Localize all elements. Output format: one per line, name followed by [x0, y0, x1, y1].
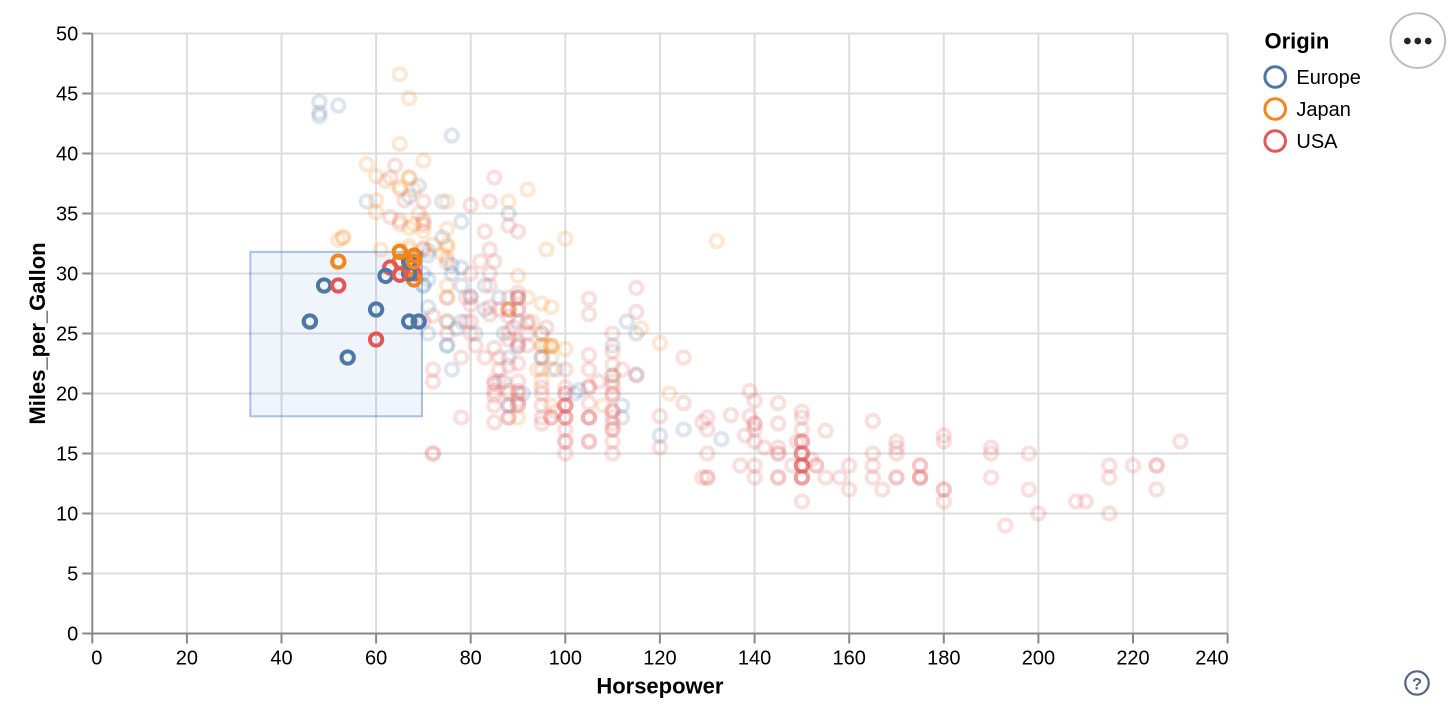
svg-text:160: 160 — [833, 647, 866, 669]
svg-text:45: 45 — [56, 84, 78, 106]
svg-text:20: 20 — [176, 647, 198, 669]
svg-text:35: 35 — [56, 204, 78, 226]
svg-text:Horsepower: Horsepower — [596, 674, 724, 699]
svg-text:25: 25 — [56, 324, 78, 346]
svg-text:60: 60 — [365, 647, 387, 669]
svg-text:Miles_per_Gallon: Miles_per_Gallon — [25, 242, 50, 424]
svg-text:100: 100 — [549, 647, 582, 669]
svg-text:40: 40 — [270, 647, 292, 669]
svg-text:15: 15 — [56, 444, 78, 466]
svg-text:240: 240 — [1195, 647, 1228, 669]
svg-text:20: 20 — [56, 384, 78, 406]
svg-text:USA: USA — [1296, 131, 1338, 153]
svg-text:0: 0 — [67, 624, 78, 646]
svg-text:5: 5 — [67, 564, 78, 586]
svg-text:40: 40 — [56, 144, 78, 166]
svg-text:0: 0 — [91, 647, 102, 669]
svg-text:?: ? — [1412, 676, 1422, 694]
svg-text:Europe: Europe — [1296, 67, 1361, 89]
svg-text:200: 200 — [1022, 647, 1055, 669]
svg-text:Origin: Origin — [1265, 29, 1330, 54]
svg-text:140: 140 — [738, 647, 771, 669]
svg-text:80: 80 — [460, 647, 482, 669]
svg-text:50: 50 — [56, 24, 78, 46]
svg-text:Japan: Japan — [1296, 99, 1351, 121]
svg-text:10: 10 — [56, 504, 78, 526]
svg-text:180: 180 — [927, 647, 960, 669]
svg-text:220: 220 — [1116, 647, 1149, 669]
svg-text:120: 120 — [643, 647, 676, 669]
svg-text:30: 30 — [56, 264, 78, 286]
